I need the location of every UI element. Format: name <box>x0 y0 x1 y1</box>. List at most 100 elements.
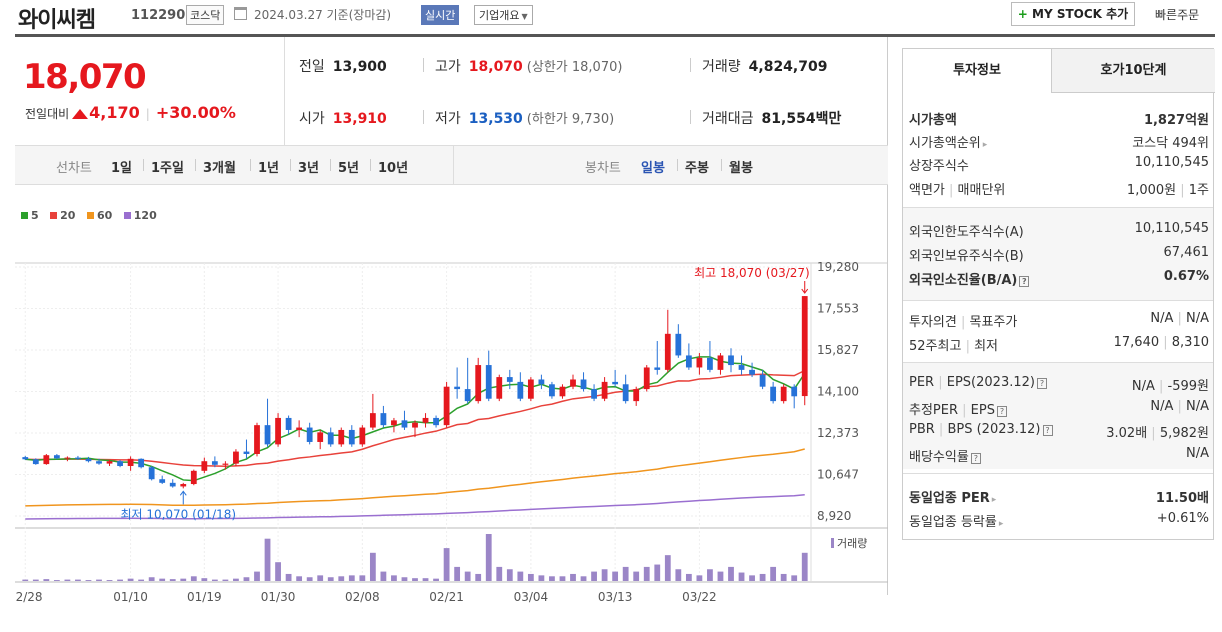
x-tick-label: 01/30 <box>261 590 296 604</box>
candle-body <box>106 461 113 464</box>
candle-body <box>517 381 524 399</box>
candle-body <box>159 479 166 483</box>
tab-order-book[interactable]: 호가10단계 <box>1052 49 1215 93</box>
candle-chart-label: 봉차트 <box>585 161 621 176</box>
volume-bar <box>422 578 429 581</box>
tab-1d[interactable]: 1일 <box>111 161 133 176</box>
base-date: 2024.03.27 기준(장마감) <box>254 8 392 22</box>
volume-bar <box>190 576 197 581</box>
candle-body <box>296 427 303 430</box>
volume-bar <box>32 579 39 581</box>
line-chart-label: 선차트 <box>56 161 92 176</box>
candle-body <box>53 455 60 459</box>
volume-bar <box>570 573 576 581</box>
help-icon[interactable]: ? <box>1019 276 1030 287</box>
quick-order-link[interactable]: 빠른주문 <box>1155 8 1200 22</box>
tab-3y[interactable]: 3년 <box>298 161 320 176</box>
help-icon[interactable]: ? <box>996 406 1007 417</box>
volume-bar <box>791 575 798 581</box>
candle-body <box>685 355 692 368</box>
candle-body <box>717 355 724 370</box>
volume-bar <box>53 580 60 581</box>
tab-daily[interactable]: 일봉 <box>641 161 665 176</box>
volume-bar <box>106 580 113 581</box>
x-tick-label: 02/21 <box>429 590 464 604</box>
stock-code: 112290 <box>131 8 186 23</box>
volume-bar <box>201 578 208 581</box>
candle-body <box>180 484 187 487</box>
volume-bar <box>738 572 745 581</box>
volume-bar <box>780 573 787 581</box>
candle-body <box>622 384 629 402</box>
stat-open: 시가 13,910 <box>299 111 387 127</box>
candle-body <box>75 457 81 459</box>
row-cap-rank[interactable]: 시가총액순위 ▸ 코스닥 494위 <box>909 136 1209 151</box>
tab-weekly[interactable]: 주봉 <box>685 161 709 176</box>
volume-bar <box>243 577 250 581</box>
volume-bar <box>85 580 92 581</box>
help-icon[interactable]: ? <box>970 453 981 464</box>
candle-body <box>169 482 176 487</box>
row-shares: 상장주식수 10,110,545 <box>909 155 1209 174</box>
company-overview-dropdown[interactable]: 기업개요 ▼ <box>474 5 533 25</box>
candle-body <box>749 369 755 375</box>
tab-1y[interactable]: 1년 <box>258 161 280 176</box>
row-foreign-limit: 외국인한도주식수(A) 10,110,545 <box>909 221 1209 240</box>
candle-body <box>43 455 50 465</box>
row-par: 액면가 | 매매단위 1,000원 | 1주 <box>909 183 1209 198</box>
stock-header: 와이씨켐 112290 코스닥 2024.03.27 기준(장마감) 실시간 기… <box>0 0 1222 34</box>
change-amount: 4,170 <box>89 103 140 122</box>
price-box: 18,070 전일대비 4,170 | +30.00% <box>15 37 285 145</box>
tab-monthly[interactable]: 월봉 <box>729 161 753 176</box>
volume-bar <box>696 575 703 581</box>
candle-body <box>211 461 218 465</box>
tab-10y[interactable]: 10년 <box>378 161 409 176</box>
volume-bar <box>654 564 661 581</box>
volume-bar <box>549 576 555 581</box>
row-pbr: PBR | BPS (2023.12)? 3.02배 | 5,982원 <box>909 422 1209 441</box>
volume-bar <box>148 577 155 581</box>
stock-name: 와이씨켐 <box>18 8 96 33</box>
row-industry-per[interactable]: 동일업종 PER ▸ 11.50배 <box>909 491 1209 506</box>
volume-bar <box>254 571 260 581</box>
chart-tab-bar: 선차트 1일 1주일 3개월 1년 3년 5년 10년 봉차트 일봉 주봉 월봉 <box>15 145 888 185</box>
help-icon[interactable]: ? <box>1042 425 1053 436</box>
tab-3m[interactable]: 3개월 <box>203 161 236 176</box>
candle-body <box>327 432 334 445</box>
volume-legend-label: 거래량 <box>837 537 867 550</box>
volume-bar <box>506 569 513 581</box>
volume-bar <box>770 566 777 581</box>
legend-ma120: 120 <box>123 209 157 222</box>
candle-chart[interactable]: 19,280 17,553 15,827 14,100 12,373 10,647 8,92… <box>15 222 888 632</box>
tab-5y[interactable]: 5년 <box>338 161 360 176</box>
candle-body <box>433 417 439 426</box>
volume-bar <box>728 566 734 581</box>
candle-body <box>412 422 418 428</box>
candle-body <box>475 365 482 402</box>
candle-body <box>401 420 408 428</box>
volume-bar <box>643 566 650 581</box>
candle-body <box>369 413 376 428</box>
row-foreign-ratio: 외국인소진율(B/A)? 0.67% <box>909 269 1209 288</box>
tab-1w[interactable]: 1주일 <box>151 161 184 176</box>
tab-invest-info[interactable]: 투자정보 <box>903 49 1052 93</box>
realtime-button[interactable]: 실시간 <box>421 5 460 25</box>
mystock-add-button[interactable]: + MY STOCK 추가 <box>1011 2 1135 26</box>
volume-bar <box>348 575 355 581</box>
y-tick-label: 17,553 <box>817 302 859 316</box>
candle-body <box>443 386 450 426</box>
candle-body <box>728 355 734 366</box>
chevron-down-icon: ▼ <box>521 12 528 21</box>
row-52w: 52주최고 | 최저 17,640 | 8,310 <box>909 335 1209 354</box>
candle-body <box>348 429 355 445</box>
volume-bar <box>517 571 524 581</box>
volume-bar <box>443 548 450 581</box>
volume-bar <box>454 566 461 581</box>
row-industry-rate[interactable]: 동일업종 등락률 ▸ +0.61% <box>909 511 1209 530</box>
help-icon[interactable]: ? <box>1036 378 1047 389</box>
caret-right-icon: ▸ <box>991 495 997 505</box>
volume-bar <box>369 552 376 581</box>
volume-bar <box>464 571 471 581</box>
candle-body <box>222 463 229 465</box>
candle-body <box>485 365 492 399</box>
